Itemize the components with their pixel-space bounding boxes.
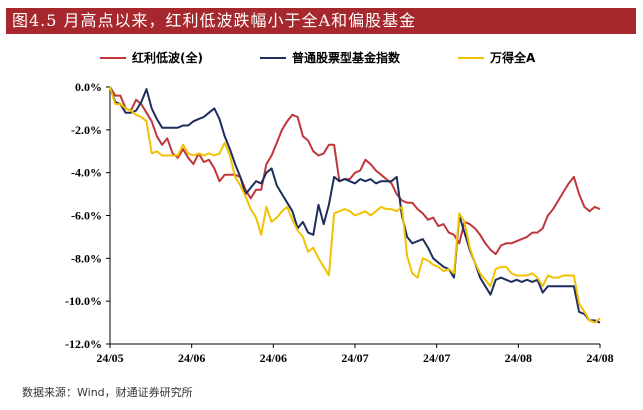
series-line-2 [109, 86, 601, 324]
y-tick-label: -8.0% [71, 251, 102, 265]
legend-label-3: 万得全A [489, 50, 536, 65]
y-tick-label: -4.0% [71, 166, 102, 180]
x-tick-label: 24/07 [341, 351, 368, 365]
chart-svg: 红利低波(全) 普通股票型基金指数 万得全A 0.0% -2.0% -4.0% -6.0%… [65, 50, 614, 365]
series-line-1 [109, 86, 601, 256]
y-tick-label: -6.0% [71, 209, 102, 223]
axes: 0.0%-2.0%-4.0%-6.0%-8.0%-10.0%-12.0%24/0… [65, 80, 614, 365]
legend-label-1: 红利低波(全) [132, 50, 203, 65]
y-tick-label: 0.0% [75, 80, 102, 94]
series-line-3 [109, 86, 601, 324]
x-tick-label: 24/06 [260, 351, 287, 365]
x-tick-label: 24/07 [423, 351, 450, 365]
legend: 红利低波(全) 普通股票型基金指数 万得全A [100, 50, 536, 65]
x-tick-label: 24/06 [178, 351, 205, 365]
x-tick-label: 24/05 [96, 351, 123, 365]
y-tick-label: -12.0% [65, 337, 102, 351]
x-tick-label: 24/08 [505, 351, 532, 365]
legend-label-2: 普通股票型基金指数 [292, 50, 401, 65]
series-lines [109, 86, 601, 324]
x-tick-label: 24/08 [586, 351, 613, 365]
y-tick-label: -2.0% [71, 123, 102, 137]
chart-title: 图4.5 月高点以来，红利低波跌幅小于全A和偏股基金 [6, 8, 636, 34]
source-note: 数据来源：Wind，财通证券研究所 [22, 386, 193, 399]
y-tick-label: -10.0% [65, 294, 102, 308]
